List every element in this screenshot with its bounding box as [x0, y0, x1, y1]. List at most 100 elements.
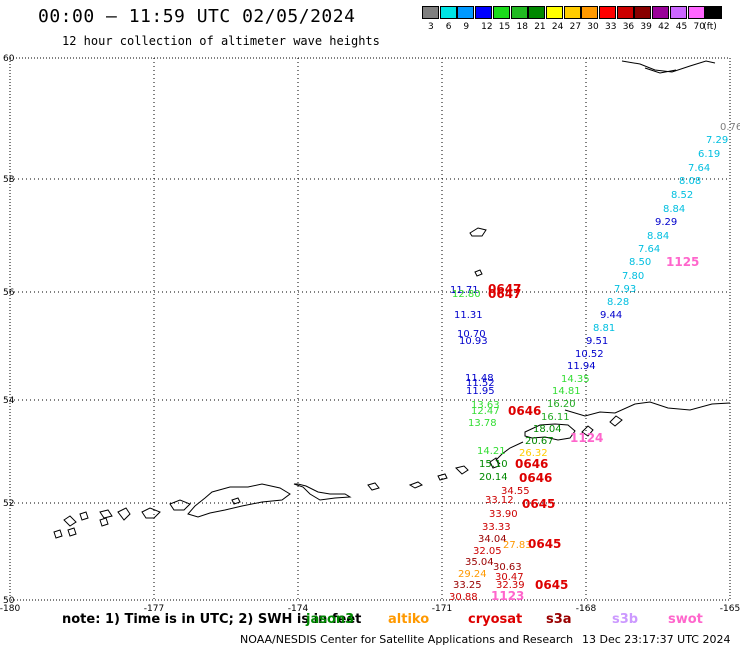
- lat-tick-label: 50: [3, 596, 15, 606]
- wave-height-label: 1124: [570, 431, 603, 445]
- satellite-jason3: jason3: [306, 612, 355, 627]
- coastline-segment: [67, 527, 77, 537]
- wave-height-label: 32.05: [473, 546, 502, 557]
- legend-label: 30: [587, 22, 599, 32]
- lon-tick-label: -180: [0, 604, 20, 614]
- credit-line: NOAA/NESDIS Center for Satellite Applica…: [240, 633, 574, 646]
- wave-height-label: 6.19: [698, 149, 720, 160]
- wave-height-label: 0646: [515, 457, 548, 471]
- lon-tick-label: -165: [720, 604, 740, 614]
- wave-height-label: 11.95: [466, 386, 495, 397]
- wave-height-label: 33.90: [489, 509, 518, 520]
- coastline-segment: [437, 473, 448, 481]
- wave-height-label: 8.08: [679, 176, 701, 187]
- wave-height-label: 34.55: [501, 486, 530, 497]
- coastline-segment: [99, 517, 109, 527]
- legend-label: (ft): [703, 22, 717, 32]
- wave-height-labels: 0.76 7.29 6.19 7.64 8.08 8.52 8.84 9.29 8.84 7.64…: [449, 122, 740, 603]
- lon-tick-label: -174: [288, 604, 309, 614]
- wave-height-label: 11.71: [450, 285, 479, 296]
- lon-tick-label: -171: [432, 604, 452, 614]
- map-grid: [9, 57, 731, 601]
- legend-label: 42: [658, 22, 670, 32]
- wave-height-label: 0647: [488, 282, 521, 296]
- coastline-segment: [187, 483, 291, 518]
- legend-swatch: [687, 6, 705, 19]
- legend-label: 24: [551, 22, 564, 32]
- legend-label: 21: [534, 22, 546, 32]
- wave-height-label: 12.47: [471, 406, 500, 417]
- wave-height-label: 27.83: [503, 540, 532, 551]
- wave-height-label: 30.88: [449, 592, 478, 603]
- coastline-segment: [564, 401, 731, 417]
- wave-height-label: 10.70: [457, 329, 486, 340]
- footer-note: note: 1) Time is in UTC; 2) SWH is in fe…: [62, 612, 362, 627]
- wave-height-label: 11.48: [465, 373, 494, 384]
- wave-height-label: 12.80: [452, 289, 481, 300]
- legend-swatch: [652, 6, 670, 19]
- wave-height-label: 8.28: [607, 297, 629, 308]
- wave-height-label: 20.67: [525, 436, 554, 447]
- coastline-segment: [621, 60, 716, 73]
- coastline-segment: [644, 67, 677, 74]
- wave-height-label: 8.84: [663, 204, 685, 215]
- coastline-segment: [469, 227, 487, 237]
- wave-height-label: 13.63: [471, 400, 500, 411]
- wave-height-label: 7.64: [688, 163, 710, 174]
- wave-height-label: 7.64: [638, 244, 660, 255]
- legend-label: 70: [693, 22, 705, 32]
- wave-height-label: 0646: [519, 471, 552, 485]
- coastline: [53, 60, 731, 539]
- wave-height-label: 10.93: [459, 336, 488, 347]
- wave-height-label: 26.32: [519, 448, 548, 459]
- coastline-segment: [408, 481, 423, 489]
- wave-height-label: 33.12: [485, 495, 514, 506]
- legend-swatch: [634, 6, 652, 19]
- wave-height-label: 33.25: [453, 580, 482, 591]
- wave-height-label: 15.10: [479, 459, 508, 470]
- wave-height-label: 13.78: [468, 418, 497, 429]
- lon-tick-label: -168: [576, 604, 597, 614]
- legend-label: 3: [428, 22, 434, 32]
- wave-height-label: 0646: [508, 404, 541, 418]
- wave-height-label: 35.04: [465, 557, 494, 568]
- wave-height-label: 7.93: [614, 284, 636, 295]
- wave-height-label: 7.29: [706, 135, 728, 146]
- timestamp: 13 Dec 23:17:37 UTC 2024: [582, 633, 731, 646]
- coastline-segment: [99, 509, 113, 519]
- legend-label: 12: [481, 22, 493, 32]
- lon-tick-label: -177: [144, 604, 164, 614]
- coastline-segment: [79, 511, 89, 521]
- wave-height-label: 32.39: [496, 580, 525, 591]
- wave-height-label: 11.94: [567, 361, 596, 372]
- wave-height-label: 1125: [666, 255, 699, 269]
- lat-tick-label: 54: [3, 396, 15, 406]
- legend-swatch: [510, 6, 528, 19]
- wave-height-label: 7.80: [622, 271, 644, 282]
- page-subtitle: 12 hour collection of altimeter wave hei…: [62, 34, 380, 48]
- legend-label: 15: [498, 22, 511, 32]
- legend-swatch: [545, 6, 563, 19]
- legend-swatch: [439, 6, 457, 19]
- coastline-segment: [169, 499, 191, 511]
- coastline-segment: [231, 497, 241, 505]
- wave-height-label: 0.76: [720, 122, 740, 133]
- legend-swatch: [563, 6, 581, 19]
- coastline-segment: [581, 425, 594, 437]
- wave-height-label: 33.33: [482, 522, 511, 533]
- coastline-segment: [141, 507, 161, 519]
- legend-label: 39: [640, 22, 652, 32]
- lat-tick-label: 56: [3, 288, 15, 298]
- satellite-swot: swot: [668, 612, 703, 627]
- wave-height-label: 8.52: [671, 190, 693, 201]
- wave-height-label: 0647: [488, 287, 521, 301]
- legend-swatch: [705, 6, 723, 19]
- coastline-segment: [455, 465, 469, 475]
- wave-height-label: 30.47: [495, 572, 524, 583]
- lat-tick-label: 52: [3, 499, 14, 509]
- legend-label: 6: [445, 22, 452, 32]
- wave-height-label: 9.51: [586, 336, 608, 347]
- page-title: 00:00 – 11:59 UTC 02/05/2024: [38, 6, 356, 27]
- wave-height-label: 10.52: [575, 349, 604, 360]
